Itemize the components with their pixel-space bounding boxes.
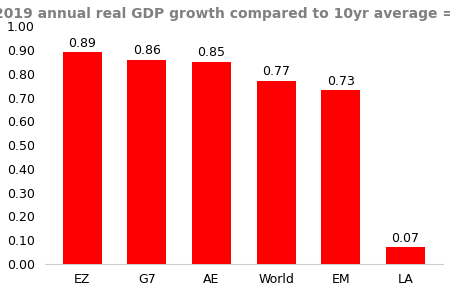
Text: 0.89: 0.89 bbox=[68, 37, 96, 50]
Text: 0.85: 0.85 bbox=[198, 46, 225, 59]
Text: 0.07: 0.07 bbox=[392, 231, 419, 245]
Bar bbox=[63, 52, 102, 264]
Bar bbox=[321, 91, 360, 264]
Bar bbox=[257, 81, 296, 264]
Bar bbox=[386, 247, 425, 264]
Text: 0.73: 0.73 bbox=[327, 75, 355, 88]
Title: 2019 annual real GDP growth compared to 10yr average = 1.00: 2019 annual real GDP growth compared to … bbox=[0, 7, 450, 21]
Text: 0.77: 0.77 bbox=[262, 65, 290, 78]
Bar bbox=[127, 59, 166, 264]
Bar bbox=[192, 62, 231, 264]
Text: 0.86: 0.86 bbox=[133, 44, 161, 57]
